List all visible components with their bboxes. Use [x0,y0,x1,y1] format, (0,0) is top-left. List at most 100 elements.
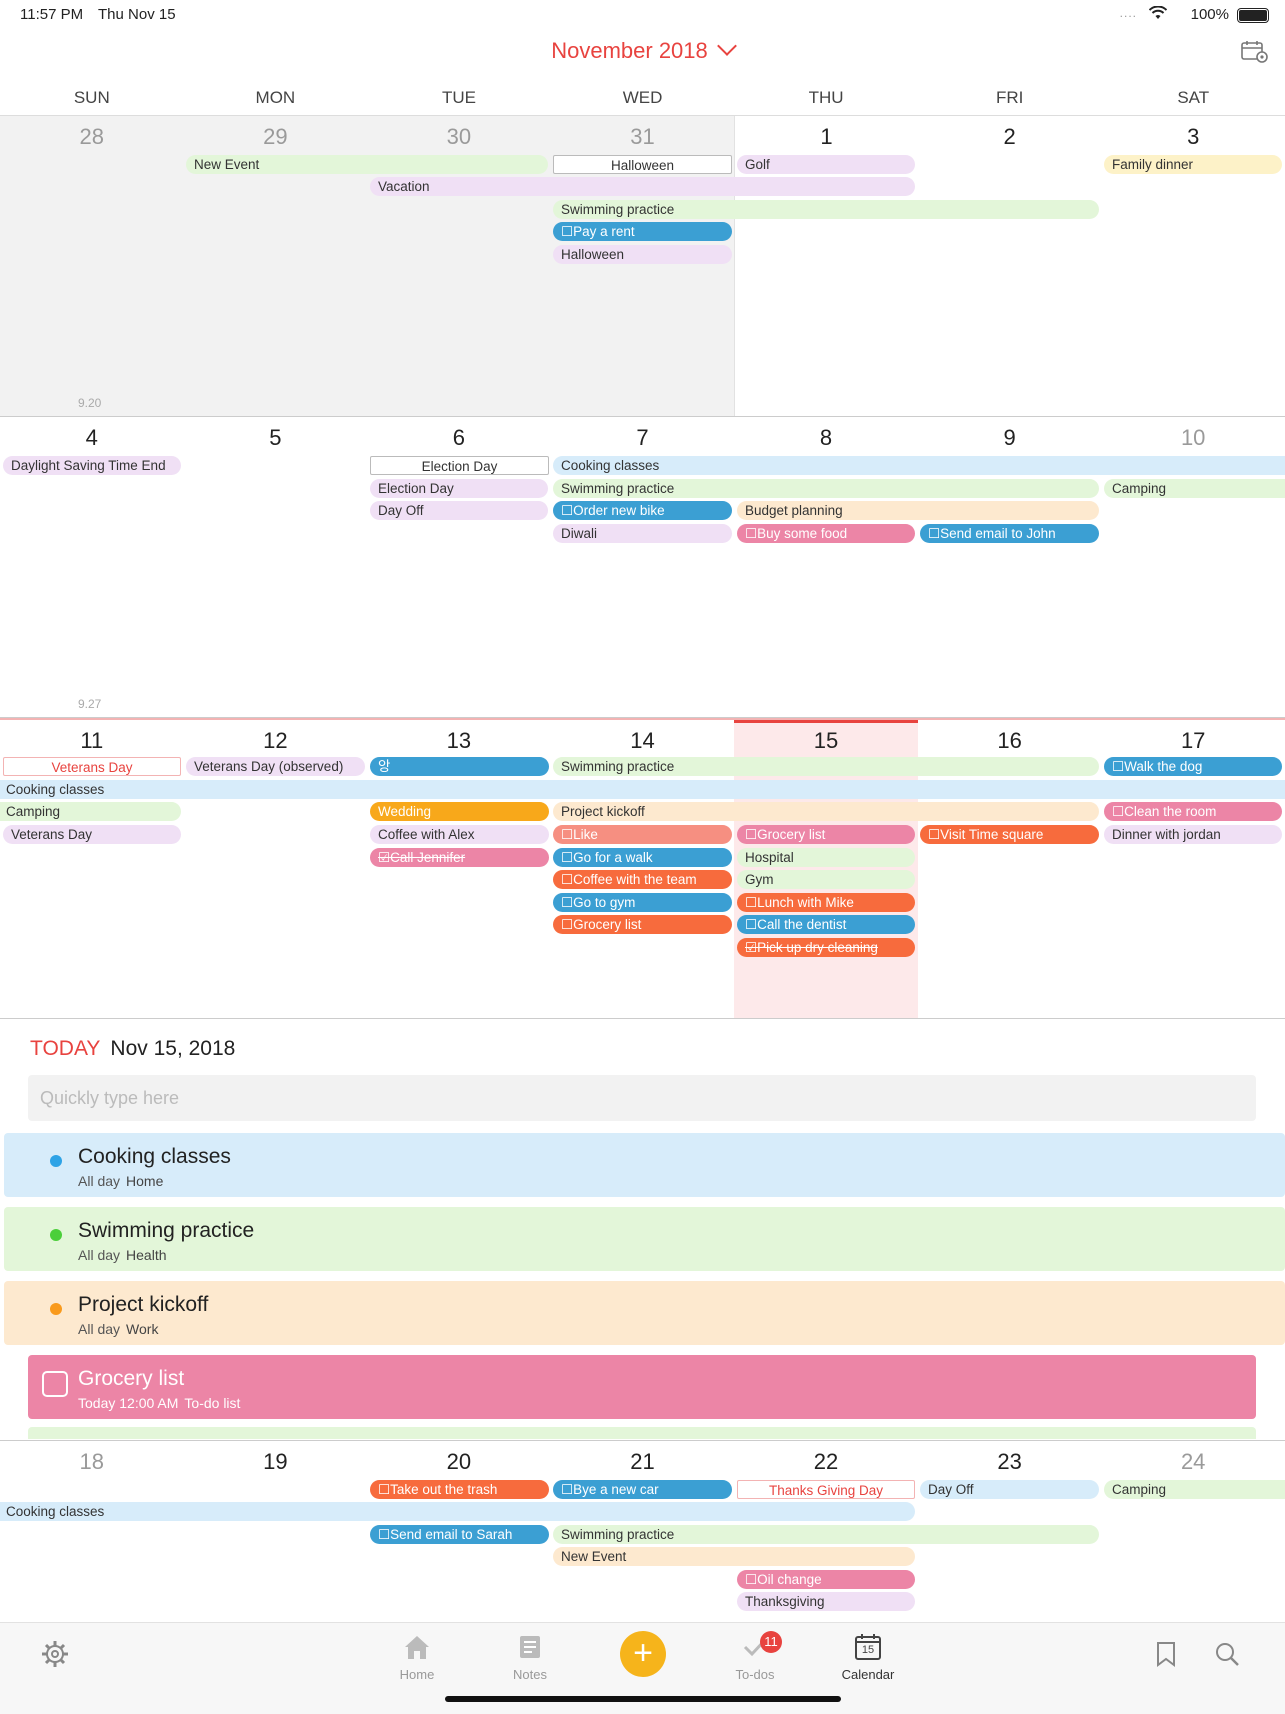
event-chip[interactable]: Coffee with Alex [370,825,549,844]
event-chip[interactable]: Hospital [737,848,915,867]
todo-chip[interactable]: ☐Buy some food [737,524,915,543]
todo-chip[interactable]: ☐Go for a walk [553,848,732,867]
day-cell[interactable]: 2 [918,116,1102,416]
event-chip[interactable]: Election Day [370,479,548,498]
tab-home[interactable]: Home [372,1631,462,1682]
event-chip[interactable]: Thanksgiving [737,1592,915,1611]
day-cell[interactable]: 19 [184,1441,368,1622]
event-chip[interactable]: Project kickoff [553,802,1099,821]
todo-chip[interactable]: ☐Visit Time square [920,825,1099,844]
event-chip[interactable]: Veterans Day [3,825,181,844]
day-cell[interactable]: 23 [918,1441,1102,1622]
day-cell[interactable]: 21 [551,1441,735,1622]
todo-chip[interactable]: ☐Walk the dog [1104,757,1282,776]
day-cell[interactable]: 17 [1101,720,1285,1018]
event-chip[interactable]: 앙 [370,757,549,776]
day-cell[interactable]: 3 [1101,116,1285,416]
event-chip[interactable]: Cooking classes [0,780,1285,799]
day-cell[interactable]: 11 [0,720,184,1018]
todo-chip[interactable]: ☐Clean the room [1104,802,1282,821]
day-cell[interactable]: 16 [918,720,1102,1018]
day-cell[interactable]: 8 [734,417,918,717]
today-todo-card[interactable]: Grocery list Today 12:00 AM To-do list [28,1355,1256,1419]
day-cell[interactable]: 4 [0,417,184,717]
todo-chip[interactable]: ☐Coffee with the team [553,870,732,889]
event-chip[interactable]: Wedding [370,802,549,821]
day-cell[interactable]: 14 [551,720,735,1018]
event-chip[interactable]: Day Off [920,1480,1099,1499]
day-cell[interactable]: 20 [367,1441,551,1622]
event-chip[interactable]: Family dinner [1104,155,1282,174]
day-cell[interactable]: 7 [551,417,735,717]
day-cell[interactable]: 9 [918,417,1102,717]
event-chip[interactable]: Diwali [553,524,732,543]
home-indicator[interactable] [445,1696,841,1702]
event-chip[interactable]: Election Day [370,456,549,475]
event-chip[interactable]: Gym [737,870,915,889]
tab-todos[interactable]: To-dos [710,1631,800,1682]
today-event-card[interactable]: Cooking classes All day Home [4,1133,1285,1197]
event-chip[interactable]: Budget planning [737,501,1099,520]
today-event-card[interactable]: Project kickoff All day Work [4,1281,1285,1345]
event-chip[interactable]: Camping [1104,1480,1285,1499]
event-calendar: Health [126,1247,167,1263]
todo-chip[interactable]: ☐Like [553,825,732,844]
event-chip[interactable]: Camping [1104,479,1285,498]
event-chip[interactable]: Swimming practice [553,479,1099,498]
todo-chip[interactable]: ☐Go to gym [553,893,732,912]
todo-chip[interactable]: ☐Take out the trash [370,1480,549,1499]
todo-chip[interactable]: ☐Order new bike [553,501,732,520]
event-time: All day [78,1321,121,1337]
todo-chip[interactable]: ☐Lunch with Mike [737,893,915,912]
day-cell[interactable]: 24 [1101,1441,1285,1622]
day-cell[interactable]: 28 [0,116,184,416]
day-cell[interactable]: 1 [734,116,918,416]
todo-chip-done[interactable]: ☑Pick up dry cleaning [737,938,915,957]
event-chip[interactable]: Cooking classes [0,1502,915,1521]
todo-chip[interactable]: ☐Bye a new car [553,1480,732,1499]
todo-chip[interactable]: ☐Call the dentist [737,915,915,934]
calendar-settings-icon[interactable] [1241,40,1269,64]
tab-calendar[interactable]: 15 Calendar [823,1631,913,1682]
event-chip[interactable]: Vacation [370,177,915,196]
month-selector[interactable]: November 2018 [0,36,1285,64]
event-chip[interactable]: Swimming practice [553,1525,1099,1544]
event-chip[interactable]: New Event [186,155,548,174]
day-cell[interactable]: 10 [1101,417,1285,717]
search-icon[interactable] [1214,1641,1240,1672]
tab-notes[interactable]: Notes [485,1631,575,1682]
todo-chip[interactable]: ☐Send email to John [920,524,1099,543]
day-cell[interactable]: 6 [367,417,551,717]
event-chip[interactable]: Day Off [370,501,548,520]
todo-chip-done[interactable]: ☑Call Jennifer [370,848,549,867]
today-event-card[interactable]: Swimming practice All day Health [4,1207,1285,1271]
quick-add-input[interactable] [28,1075,1256,1121]
event-chip[interactable]: Swimming practice [553,757,1099,776]
event-chip[interactable]: Camping [0,802,181,821]
day-cell[interactable]: 18 [0,1441,184,1622]
event-chip[interactable]: Golf [737,155,915,174]
day-cell[interactable]: 13 [367,720,551,1018]
event-chip[interactable]: Cooking classes [553,456,1285,475]
event-chip[interactable]: Veterans Day (observed) [186,757,365,776]
event-chip[interactable]: Daylight Saving Time End [3,456,181,475]
event-chip[interactable]: Halloween [553,155,732,174]
event-chip[interactable]: New Event [553,1547,915,1566]
event-chip[interactable]: Halloween [553,245,732,264]
gear-icon[interactable] [40,1639,70,1674]
todo-chip[interactable]: ☐Send email to Sarah [370,1525,549,1544]
event-chip[interactable]: Veterans Day [3,757,181,776]
event-chip[interactable]: Swimming practice [553,200,1099,219]
todo-checkbox[interactable] [42,1371,68,1397]
day-cell[interactable]: 12 [184,720,368,1018]
bookmark-icon[interactable] [1156,1641,1176,1672]
add-button[interactable]: + [620,1631,666,1677]
event-chip[interactable]: Thanks Giving Day [737,1480,915,1499]
day-cell[interactable]: 5 [184,417,368,717]
todo-chip[interactable]: ☐Grocery list [553,915,732,934]
todo-chip[interactable]: ☐Grocery list [737,825,915,844]
todo-chip[interactable]: ☐Pay a rent [553,222,732,241]
day-cell[interactable]: 22 [734,1441,918,1622]
todo-chip[interactable]: ☐Oil change [737,1570,915,1589]
event-chip[interactable]: Dinner with jordan [1104,825,1282,844]
